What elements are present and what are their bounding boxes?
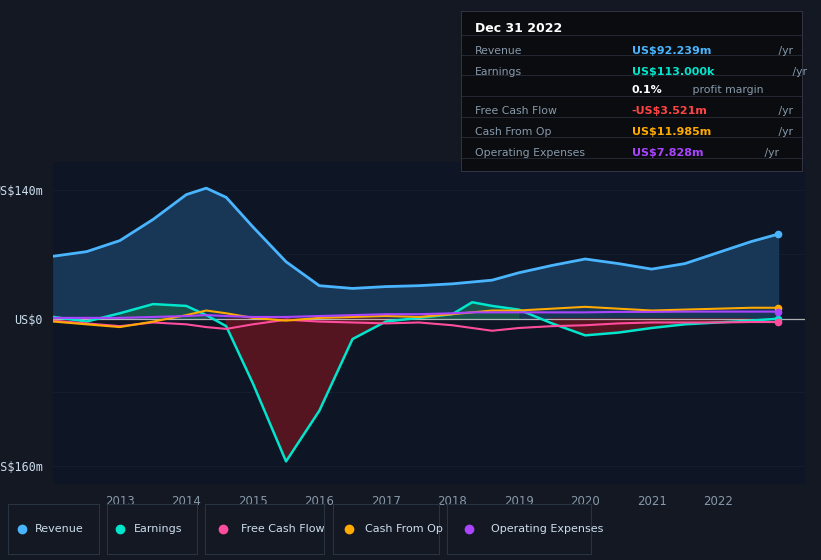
Text: /yr: /yr	[789, 67, 807, 77]
Text: US$113.000k: US$113.000k	[632, 67, 714, 77]
Text: Dec 31 2022: Dec 31 2022	[475, 22, 562, 35]
Text: Cash From Op: Cash From Op	[365, 524, 443, 534]
Text: Free Cash Flow: Free Cash Flow	[475, 106, 557, 116]
Text: Earnings: Earnings	[134, 524, 182, 534]
Text: Revenue: Revenue	[35, 524, 84, 534]
Text: Operating Expenses: Operating Expenses	[475, 148, 585, 158]
Text: /yr: /yr	[760, 148, 778, 158]
Text: US$92.239m: US$92.239m	[632, 46, 711, 57]
Text: Earnings: Earnings	[475, 67, 522, 77]
Text: Free Cash Flow: Free Cash Flow	[241, 524, 324, 534]
Text: -US$3.521m: -US$3.521m	[632, 106, 708, 116]
Text: /yr: /yr	[775, 46, 793, 57]
Text: 0.1%: 0.1%	[632, 86, 663, 95]
Text: US$11.985m: US$11.985m	[632, 127, 711, 137]
Text: profit margin: profit margin	[689, 86, 764, 95]
Text: /yr: /yr	[775, 106, 793, 116]
Text: US$7.828m: US$7.828m	[632, 148, 704, 158]
Text: Operating Expenses: Operating Expenses	[491, 524, 603, 534]
Text: Cash From Op: Cash From Op	[475, 127, 552, 137]
Text: Revenue: Revenue	[475, 46, 522, 57]
Text: /yr: /yr	[775, 127, 793, 137]
